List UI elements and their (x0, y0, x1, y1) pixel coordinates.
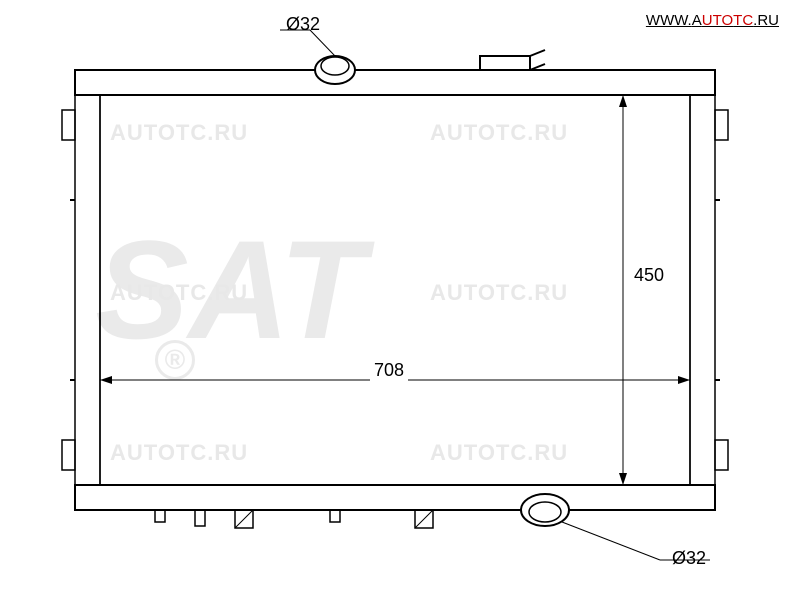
url-suffix: .RU (753, 12, 779, 29)
url-mid: A (692, 12, 702, 29)
top-port-diameter-label: Ø32 (282, 14, 324, 35)
width-dimension-label: 708 (370, 360, 408, 381)
height-dimension-label: 450 (630, 265, 668, 286)
radiator-drawing (0, 0, 799, 600)
url-prefix: WWW. (646, 12, 692, 29)
url-accent: UTO (702, 12, 733, 29)
url-mid2: TC (733, 12, 753, 29)
diagram-canvas: SAT ® AUTOTC.RU AUTOTC.RU AUTOTC.RU AUTO… (0, 0, 799, 600)
source-url: WWW.AUTOTC.RU (646, 12, 779, 29)
bottom-port-diameter-label: Ø32 (668, 548, 710, 569)
